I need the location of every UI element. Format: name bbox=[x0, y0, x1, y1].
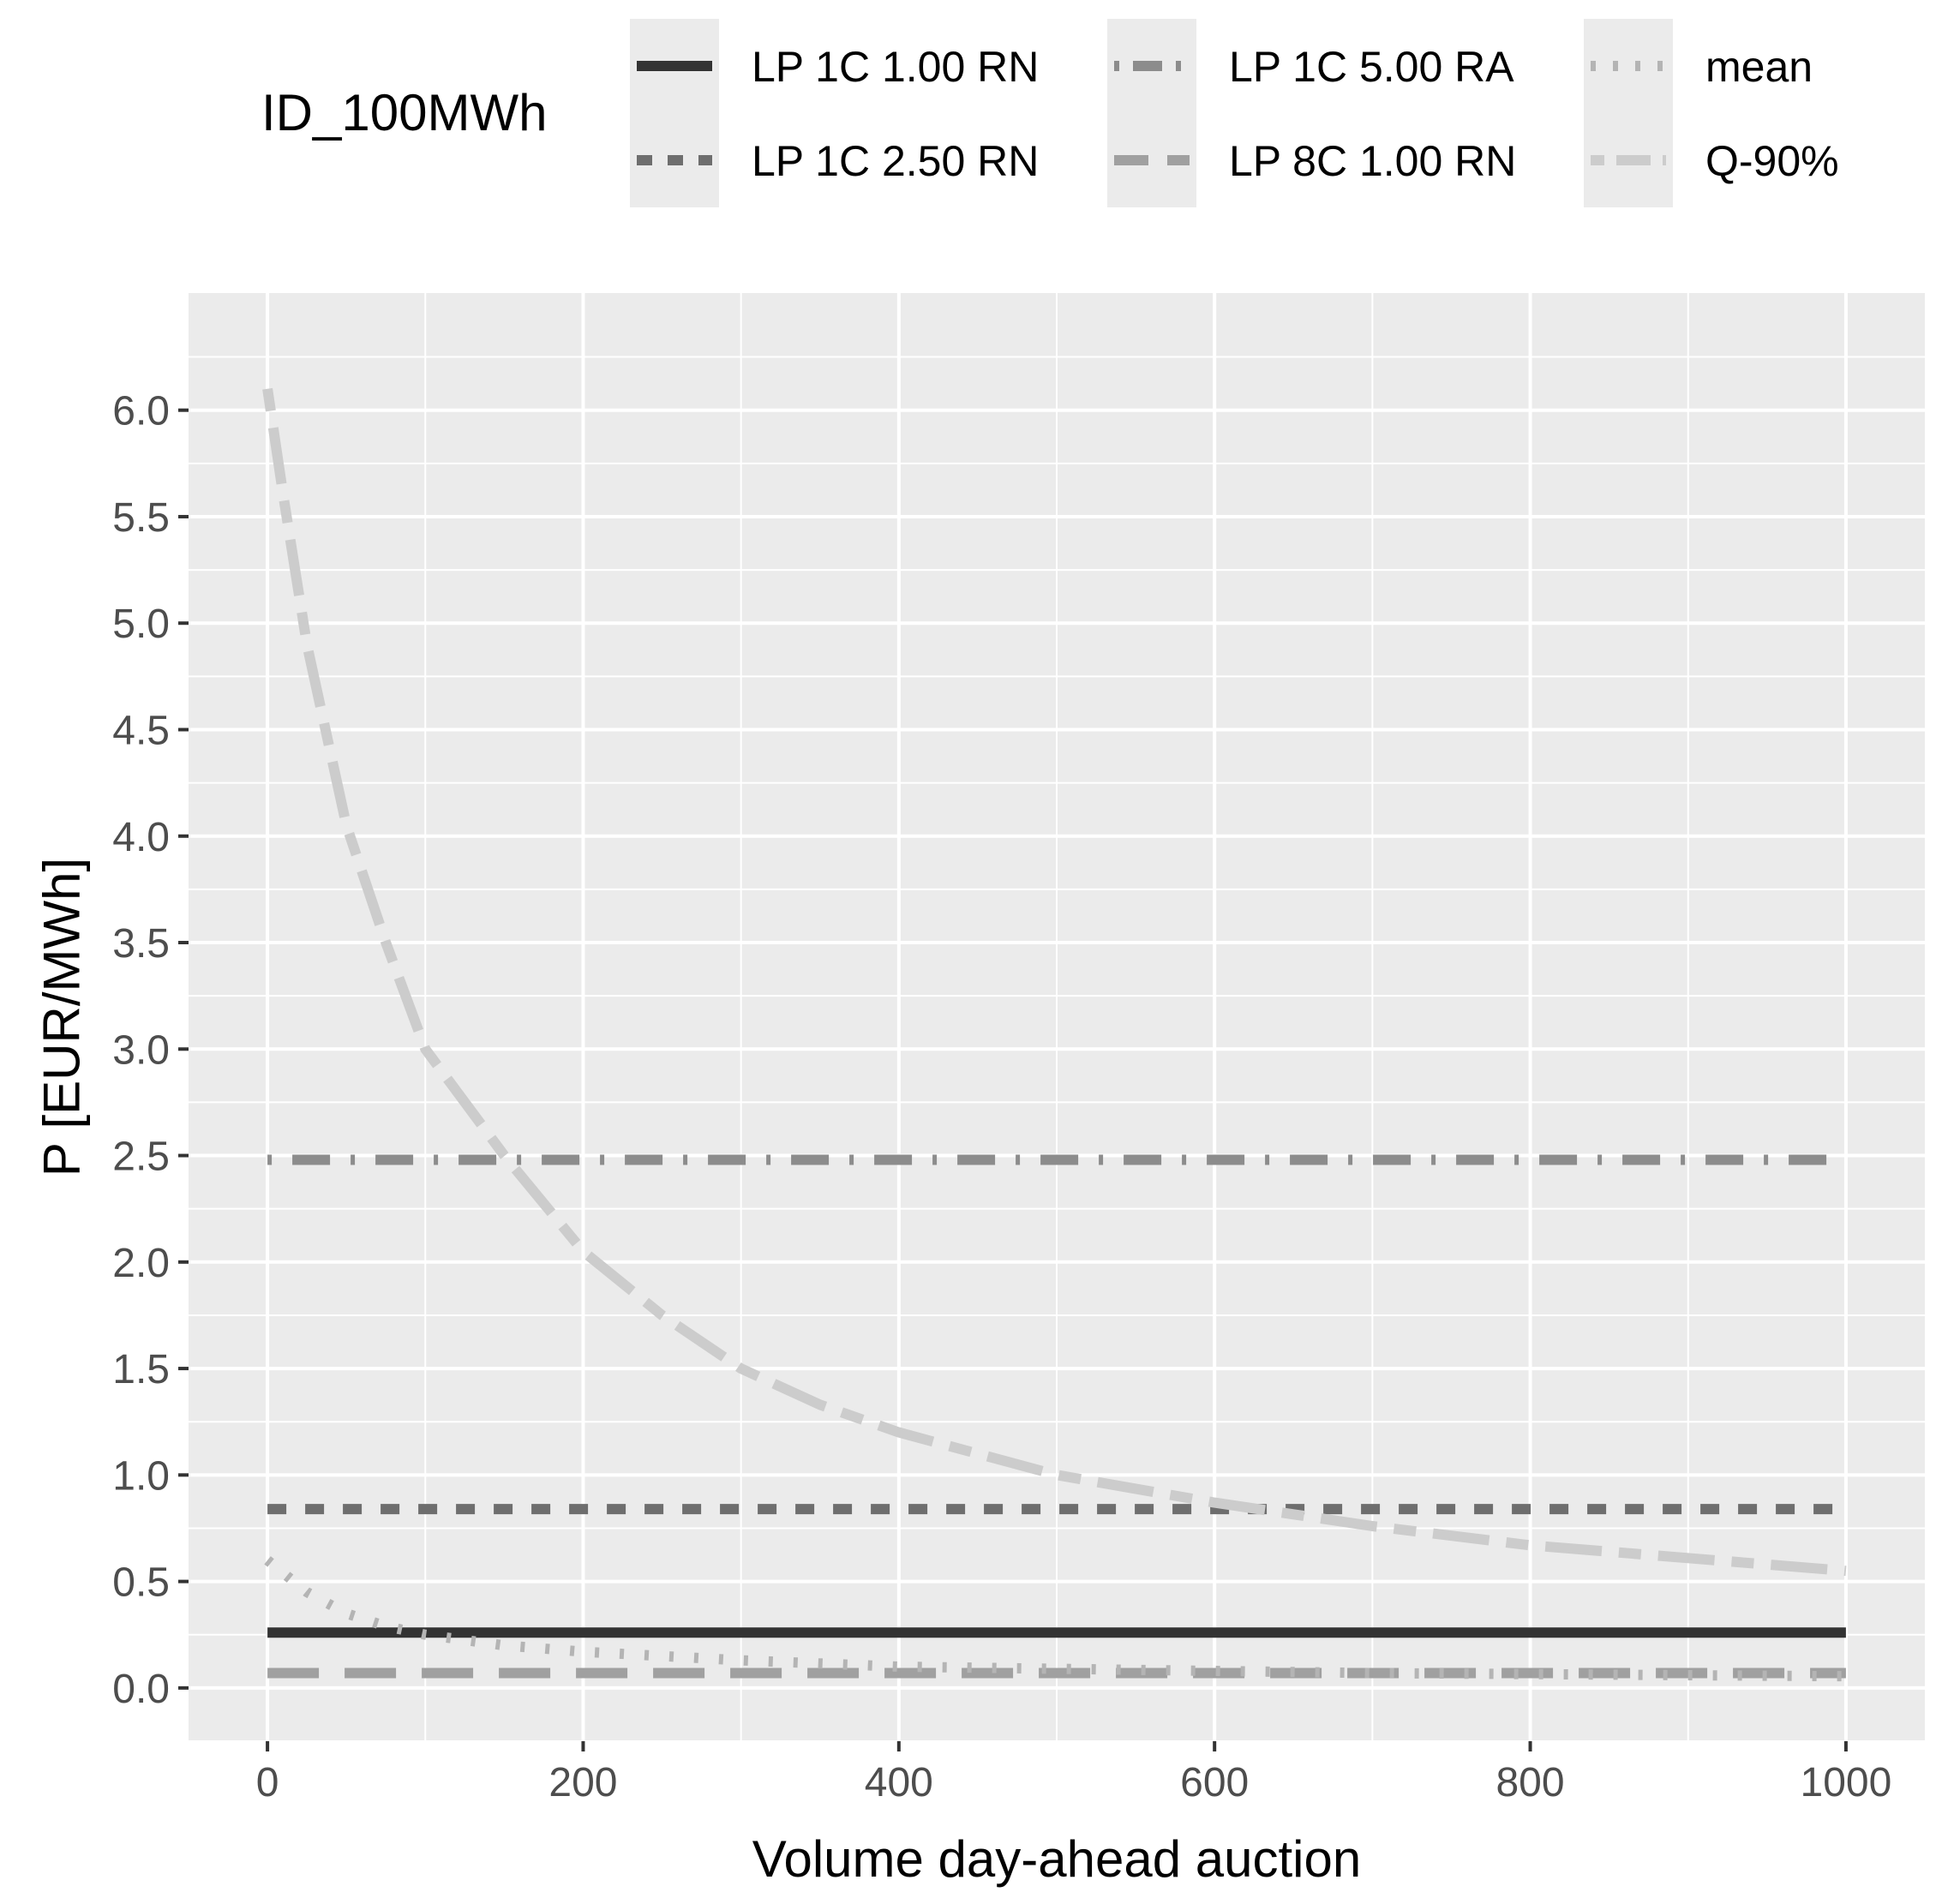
series-lines bbox=[262, 387, 1847, 1682]
legend-label: LP 1C 1.00 RN bbox=[752, 43, 1039, 91]
legend-label: mean bbox=[1705, 43, 1813, 91]
minor-gridlines bbox=[189, 293, 1925, 1742]
legend-label: LP 8C 1.00 RN bbox=[1229, 137, 1516, 185]
y-axis-tick-label: 5.0 bbox=[112, 602, 170, 647]
y-axis-tick-label: 0.5 bbox=[112, 1560, 170, 1606]
y-axis-tick-label: 5.5 bbox=[112, 495, 170, 541]
axes: 0 200 400 600 800 1000 0.0 0.5 1.0 1.5 2.0 2.5 3.0 3.… bbox=[112, 389, 1891, 1805]
series-line-6 bbox=[262, 387, 1847, 1577]
legend: ID_100MWh LP 1C 1.00 RN LP 1C 2.50 RN LP 1… bbox=[261, 19, 1839, 207]
legend-title: ID_100MWh bbox=[261, 84, 547, 141]
y-axis-tick-label: 2.0 bbox=[112, 1241, 170, 1286]
legend-label: Q-90% bbox=[1705, 137, 1839, 185]
x-axis-tick-label: 400 bbox=[865, 1760, 933, 1805]
y-axis-tick-label: 3.5 bbox=[112, 921, 170, 967]
x-axis-tick-label: 600 bbox=[1180, 1760, 1249, 1805]
y-axis-tick-label: 2.5 bbox=[112, 1135, 170, 1180]
y-axis-tick-label: 4.0 bbox=[112, 815, 170, 860]
y-axis-tick-label: 6.0 bbox=[112, 389, 170, 434]
y-axis-tick-label: 3.0 bbox=[112, 1027, 170, 1073]
legend-label: LP 1C 5.00 RA bbox=[1229, 43, 1514, 91]
y-axis-tick-label: 0.0 bbox=[112, 1667, 170, 1712]
x-axis-tick-label: 0 bbox=[256, 1760, 279, 1805]
x-axis-tick-label: 200 bbox=[548, 1760, 617, 1805]
y-axis-tick-label: 1.0 bbox=[112, 1453, 170, 1499]
legend-label: LP 1C 2.50 RN bbox=[752, 137, 1039, 185]
y-axis-title: P [EUR/MWh] bbox=[33, 858, 91, 1177]
x-axis-title: Volume day-ahead auction bbox=[752, 1830, 1362, 1888]
y-axis-tick-label: 4.5 bbox=[112, 708, 170, 753]
x-axis-tick-label: 1000 bbox=[1801, 1760, 1892, 1805]
x-axis-tick-label: 800 bbox=[1495, 1760, 1564, 1805]
y-axis-tick-label: 1.5 bbox=[112, 1347, 170, 1392]
